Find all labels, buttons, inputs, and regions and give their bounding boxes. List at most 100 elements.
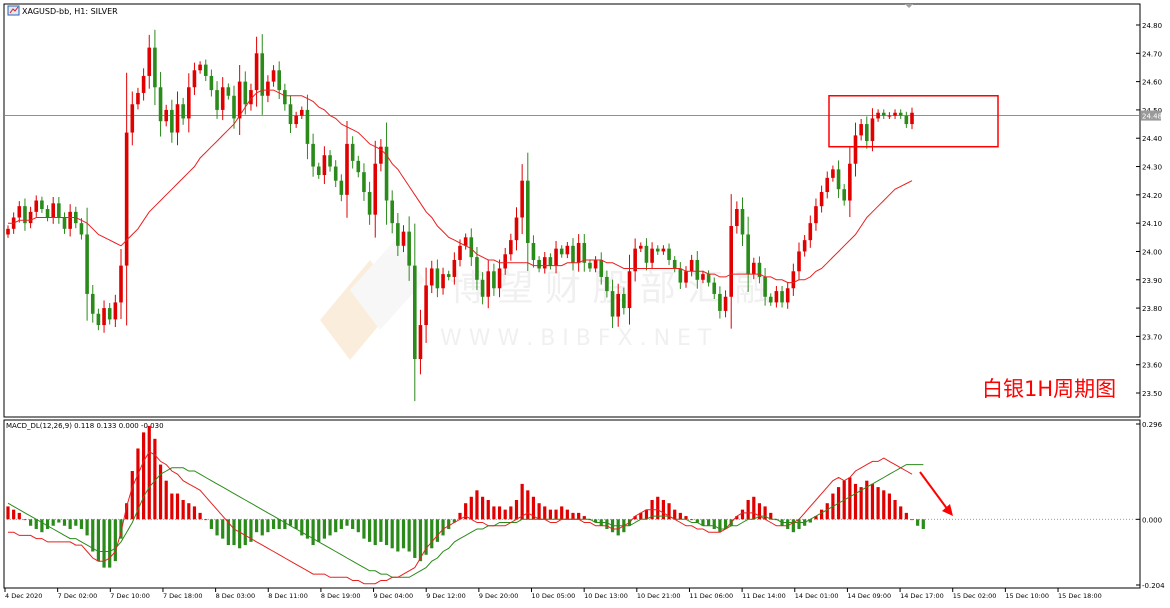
- candle-body: [520, 180, 524, 218]
- candle-body: [17, 206, 22, 218]
- macd-histogram-bar: [339, 519, 343, 529]
- macd-histogram-bar: [673, 509, 677, 520]
- macd-histogram-bar: [464, 503, 468, 520]
- macd-histogram-bar: [486, 499, 490, 520]
- candle-body: [836, 169, 841, 190]
- macd-histogram-bar: [266, 519, 270, 533]
- macd-histogram-bar: [656, 496, 660, 520]
- candle-body: [904, 115, 909, 125]
- moving-average-group: [8, 89, 913, 284]
- candle-body: [350, 143, 355, 161]
- price-tick-label: 23.90: [1142, 277, 1162, 285]
- candle-body: [633, 248, 637, 272]
- watermark: 博 望 财 股 部 汇 融 W W W . B I B F X . N E T: [320, 240, 771, 360]
- macd-histogram-bar: [351, 519, 355, 529]
- candle-body: [119, 265, 123, 303]
- candle-body: [170, 109, 174, 133]
- macd-histogram-bar: [746, 499, 750, 520]
- macd-histogram-bar: [644, 509, 649, 520]
- macd-histogram-bar: [718, 519, 722, 533]
- candle-body: [531, 242, 536, 260]
- candle-body: [328, 155, 332, 167]
- macd-histogram-bar: [102, 519, 106, 568]
- macd-histogram-bar: [215, 519, 219, 536]
- time-tick-label: 9 Dec 12:00: [426, 592, 466, 600]
- macd-histogram-bar: [678, 512, 682, 520]
- candle-body: [887, 115, 892, 117]
- macd-histogram-bar: [791, 519, 795, 533]
- candle-body: [407, 231, 411, 266]
- candle-body: [220, 87, 225, 110]
- macd-histogram-bar: [582, 516, 586, 520]
- candle-body: [294, 115, 298, 125]
- watermark-en-text: W W W . B I B F X . N E T: [440, 326, 712, 351]
- candle-body: [446, 274, 451, 277]
- macd-histogram-bar: [238, 519, 242, 549]
- macd-histogram-bar: [413, 519, 417, 558]
- macd-histogram-bar: [447, 519, 451, 529]
- candle-body: [712, 282, 717, 294]
- candle-body: [853, 135, 858, 164]
- macd-tick-label: 0.296: [1142, 421, 1163, 429]
- macd-histogram-bar: [921, 519, 925, 529]
- candle-body: [684, 271, 688, 283]
- macd-histogram-bar: [452, 519, 456, 523]
- macd-histogram-bar: [164, 480, 168, 520]
- macd-histogram-bar: [407, 519, 411, 552]
- price-tick-label: 24.70: [1142, 50, 1162, 58]
- macd-histogram-bar: [825, 503, 829, 520]
- macd-histogram-bar: [865, 480, 869, 520]
- macd-histogram-bar: [192, 506, 197, 520]
- macd-histogram-bar: [311, 519, 315, 546]
- candle-body: [164, 109, 168, 122]
- trend-arrow-head-icon: [942, 504, 953, 516]
- candle-body: [367, 192, 372, 215]
- price-tick-label: 24.10: [1142, 220, 1162, 228]
- time-tick-label: 4 Dec 2020: [5, 592, 42, 600]
- watermark-logo-shape-icon: [350, 240, 425, 330]
- macd-histogram-bar: [45, 519, 50, 529]
- macd-histogram-bar: [757, 503, 762, 520]
- candle-body: [622, 293, 626, 309]
- macd-histogram-bar: [288, 519, 293, 526]
- candle-body: [893, 112, 897, 116]
- macd-histogram-bar: [305, 519, 310, 539]
- macd-histogram-bar: [526, 490, 530, 520]
- macd-histogram-bar: [384, 519, 389, 546]
- watermark-logo-icon: [320, 260, 400, 360]
- candle-body: [373, 163, 378, 215]
- candle-body: [85, 234, 89, 294]
- candle-body: [215, 90, 219, 110]
- macd-histogram-bar: [96, 519, 100, 562]
- macd-histogram-bar: [916, 519, 920, 526]
- candle-body: [418, 325, 423, 360]
- time-tick-label: 11 Dec 14:00: [742, 592, 786, 600]
- macd-histogram-bar: [401, 519, 406, 549]
- candle-body: [565, 245, 570, 255]
- macd-histogram-bar: [661, 499, 665, 520]
- candle-body: [492, 271, 496, 289]
- shift-marker-icon[interactable]: [905, 4, 913, 8]
- candle-body: [107, 308, 112, 320]
- macd-histogram-bar: [373, 519, 377, 546]
- candle-body: [842, 189, 846, 201]
- macd-histogram-bar: [57, 519, 61, 523]
- macd-histogram-bar: [820, 509, 824, 520]
- macd-histogram-bar: [40, 519, 44, 533]
- macd-histogram-bar: [870, 483, 875, 520]
- macd-histogram-bar: [368, 519, 372, 542]
- macd-histogram-bar: [74, 519, 78, 526]
- candle-body: [582, 242, 587, 263]
- candle-body: [441, 274, 445, 289]
- candle-body: [910, 112, 914, 125]
- macd-histogram-bar: [34, 519, 38, 529]
- candle-body: [316, 166, 321, 176]
- candle-body: [865, 124, 869, 142]
- candle-body: [57, 203, 61, 218]
- candle-body: [124, 132, 129, 266]
- time-tick-label: 14 Dec 01:00: [795, 592, 839, 600]
- candle-body: [34, 200, 39, 212]
- candle-body: [96, 313, 101, 326]
- macd-histogram-bar: [170, 493, 174, 520]
- price-tick-label: 24.40: [1142, 135, 1162, 143]
